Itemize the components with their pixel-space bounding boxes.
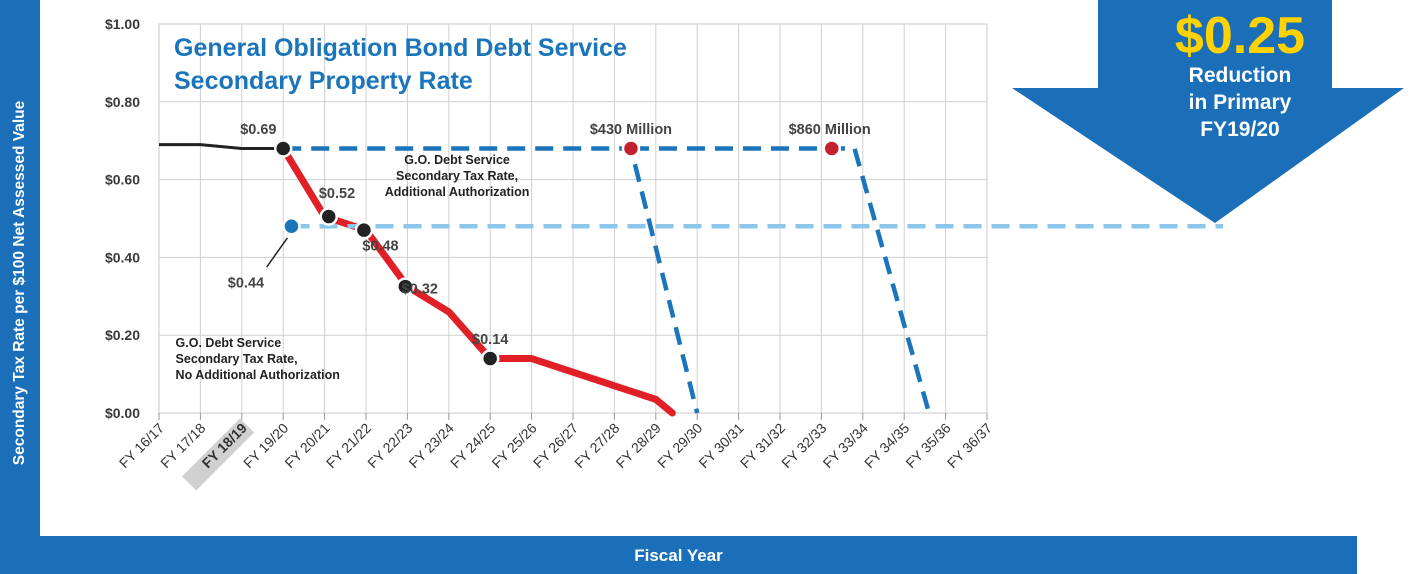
y-axis-label-bar bbox=[0, 0, 40, 574]
y-tick-label: $0.00 bbox=[105, 405, 140, 421]
x-tick-group: FY 36/37 bbox=[944, 420, 995, 471]
callout-line-2: in Primary bbox=[1188, 91, 1292, 114]
callout-arrow bbox=[1012, 0, 1404, 223]
series-line-2 bbox=[630, 146, 932, 414]
x-tick-highlight bbox=[182, 418, 255, 491]
annotation-line: G.O. Debt Service bbox=[404, 153, 510, 167]
data-point bbox=[354, 220, 374, 240]
x-axis-label-bar bbox=[0, 536, 1357, 574]
x-tick-label: FY 36/37 bbox=[944, 420, 995, 471]
callout-value: $0.25 bbox=[1174, 7, 1306, 65]
annotation-line: Secondary Tax Rate, bbox=[176, 352, 298, 366]
data-point bbox=[319, 207, 338, 226]
data-label: $0.69 bbox=[240, 122, 276, 138]
annotation-line: No Additional Authorization bbox=[176, 368, 340, 382]
callout-line-1: Reduction bbox=[1188, 64, 1292, 87]
x-axis-label: Fiscal Year bbox=[634, 546, 723, 565]
data-label: $0.32 bbox=[402, 282, 438, 298]
data-point bbox=[273, 139, 293, 158]
area-top-edge bbox=[159, 143, 284, 150]
annotation-line: Additional Authorization bbox=[385, 185, 530, 199]
y-tick-label: $0.60 bbox=[105, 172, 140, 188]
data-label: $430 Million bbox=[590, 122, 672, 138]
annotation-line: Secondary Tax Rate, bbox=[396, 169, 518, 183]
data-label: $0.48 bbox=[362, 239, 398, 255]
data-point bbox=[621, 139, 641, 158]
callout: $0.25 Reduction in Primary FY19/20 bbox=[1120, 10, 1360, 143]
data-label: $0.52 bbox=[319, 186, 355, 202]
data-point bbox=[396, 277, 415, 296]
chart-subtitle: Secondary Property Rate bbox=[174, 67, 473, 95]
y-tick-label: $0.80 bbox=[105, 94, 140, 110]
data-label: $0.14 bbox=[472, 332, 508, 348]
data-point bbox=[822, 139, 841, 158]
annotation-line: G.O. Debt Service bbox=[176, 336, 282, 350]
chart-title: General Obligation Bond Debt Service bbox=[174, 34, 627, 62]
y-tick-label: $0.20 bbox=[105, 327, 140, 343]
data-point bbox=[480, 349, 500, 368]
y-tick-label: $0.40 bbox=[105, 249, 140, 265]
data-label: $0.44 bbox=[228, 276, 264, 292]
data-label: $860 Million bbox=[789, 122, 871, 138]
callout-line-3: FY19/20 bbox=[1200, 118, 1280, 141]
y-tick-label: $1.00 bbox=[105, 16, 140, 32]
data-point bbox=[282, 217, 301, 236]
leader-line bbox=[266, 237, 288, 268]
